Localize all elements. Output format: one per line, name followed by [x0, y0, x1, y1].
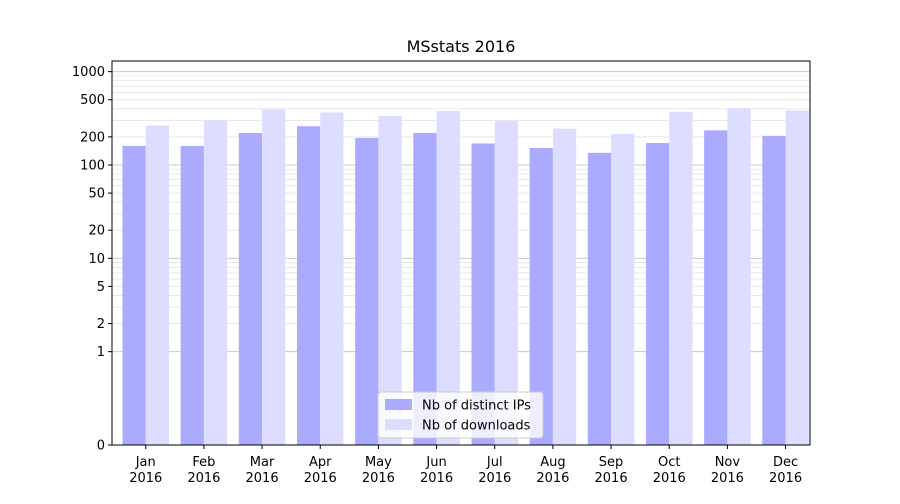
x-tick-label-line: Apr: [309, 455, 332, 470]
x-tick-label-line: Sep: [599, 455, 624, 470]
bar-distinct-ips: [355, 137, 379, 445]
bar-distinct-ips: [180, 145, 204, 445]
x-tick-label-line: 2016: [420, 471, 453, 486]
x-tick-label-line: 2016: [769, 471, 802, 486]
bar-downloads: [378, 115, 402, 445]
y-tick-label: 0: [97, 439, 105, 454]
x-tick-label: Aug 2016: [536, 455, 569, 486]
x-tick-label-line: Oct: [658, 455, 680, 470]
bar-distinct-ips: [645, 142, 670, 445]
y-tick-label: 500: [80, 93, 105, 108]
y-tick-label: 20: [88, 224, 105, 239]
x-tick-label-line: 2016: [536, 471, 569, 486]
x-tick-label: Nov 2016: [711, 455, 744, 486]
x-tick-label-line: 2016: [595, 471, 628, 486]
legend-box: [377, 391, 544, 439]
bars: [122, 108, 809, 446]
chart-title: MSstats 2016: [407, 37, 516, 56]
bar-distinct-ips: [587, 152, 612, 445]
x-tick-label: Jun 2016: [420, 455, 453, 486]
bar-downloads: [203, 120, 228, 445]
x-tick-label-line: Mar: [250, 455, 275, 470]
x-tick-label: Sep 2016: [595, 455, 628, 486]
x-tick-label-line: 2016: [129, 471, 162, 486]
x-tick-label-line: 2016: [478, 471, 511, 486]
bar-downloads: [552, 128, 577, 446]
bar-distinct-ips: [238, 133, 263, 445]
x-tick-label-line: May: [365, 455, 392, 470]
legend: Nb of distinct IPs Nb of downloads: [377, 391, 544, 439]
bar-distinct-ips: [471, 143, 495, 445]
bar-downloads: [669, 111, 693, 445]
x-tick-label-line: Jun: [425, 455, 446, 470]
x-tick-label-line: Aug: [540, 455, 565, 470]
bar-distinct-ips: [413, 133, 437, 445]
x-tick-label-line: Jul: [486, 455, 503, 470]
x-tick-label-line: 2016: [711, 471, 744, 486]
bar-downloads: [611, 133, 635, 445]
x-tick-label: Dec 2016: [769, 455, 802, 486]
y-tick-label: 10: [88, 252, 105, 267]
y-axis: 0 1 2 5 10 20 50 100 200 500 1000: [72, 65, 112, 454]
x-tick-label-line: 2016: [304, 471, 337, 486]
x-tick-label: May 2016: [362, 455, 395, 486]
x-tick-label: Jul 2016: [478, 455, 511, 486]
legend-swatch: [385, 419, 412, 430]
bar-downloads: [436, 110, 460, 445]
x-tick-label: Jan 2016: [129, 455, 162, 486]
bar-downloads: [320, 112, 344, 445]
bar-distinct-ips: [122, 145, 146, 445]
x-tick-label-line: Feb: [192, 455, 215, 470]
x-tick-label: Oct 2016: [653, 455, 686, 486]
bar-distinct-ips: [296, 126, 321, 446]
bar-downloads: [494, 121, 519, 446]
y-tick-label: 2: [97, 317, 105, 332]
y-tick-label: 1: [97, 345, 105, 360]
x-tick-label-line: Jan: [135, 455, 156, 470]
bar-distinct-ips: [762, 135, 786, 445]
legend-label: Nb of distinct IPs: [422, 399, 531, 414]
y-tick-label: 5: [97, 280, 105, 295]
grid-lines: [112, 71, 810, 353]
x-tick-label-line: 2016: [246, 471, 279, 486]
bar-downloads: [145, 125, 170, 445]
y-tick-label: 200: [80, 130, 105, 145]
bar-downloads: [785, 110, 809, 445]
y-tick-label: 100: [80, 158, 105, 173]
x-tick-label-line: 2016: [187, 471, 220, 486]
bar-downloads: [727, 108, 751, 445]
x-tick-label: Feb 2016: [187, 455, 220, 486]
bar-distinct-ips: [529, 148, 553, 445]
legend-swatch: [385, 399, 412, 410]
plot-frame: [111, 60, 811, 446]
bar-distinct-ips: [704, 130, 728, 445]
y-tick-label: 50: [88, 187, 105, 202]
bar-downloads: [262, 109, 286, 445]
x-tick-label-line: 2016: [362, 471, 395, 486]
legend-label: Nb of downloads: [422, 419, 531, 434]
x-tick-label-line: Dec: [773, 455, 798, 470]
x-tick-label: Apr 2016: [304, 455, 337, 486]
y-tick-label: 1000: [72, 65, 105, 80]
x-tick-label-line: 2016: [653, 471, 686, 486]
x-tick-label-line: Nov: [715, 455, 741, 470]
x-tick-label: Mar 2016: [246, 455, 279, 486]
